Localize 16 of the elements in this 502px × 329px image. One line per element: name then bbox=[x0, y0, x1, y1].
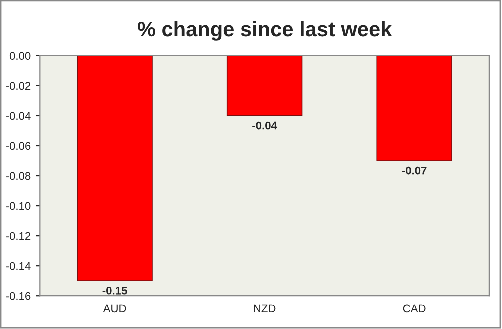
x-tick-label: CAD bbox=[403, 304, 426, 313]
x-tick-label: NZD bbox=[254, 304, 276, 312]
y-tick-label: 0.00 bbox=[10, 52, 31, 60]
y-tick-label: -0.14 bbox=[6, 262, 31, 270]
y-tick-label: -0.06 bbox=[6, 142, 31, 150]
y-tick-label: -0.02 bbox=[6, 82, 31, 90]
y-tick-label: -0.04 bbox=[6, 112, 31, 120]
data-label: -0.07 bbox=[402, 166, 427, 175]
y-tick-label: -0.16 bbox=[6, 292, 31, 300]
data-label: -0.04 bbox=[252, 122, 278, 130]
y-tick-label: -0.10 bbox=[6, 202, 31, 210]
chart-title: % change since last week bbox=[138, 21, 392, 41]
y-tick-label: -0.08 bbox=[6, 172, 31, 180]
y-tick-label: -0.12 bbox=[6, 232, 31, 240]
data-label: -0.15 bbox=[102, 286, 128, 295]
x-tick-label: AUD bbox=[103, 304, 126, 313]
